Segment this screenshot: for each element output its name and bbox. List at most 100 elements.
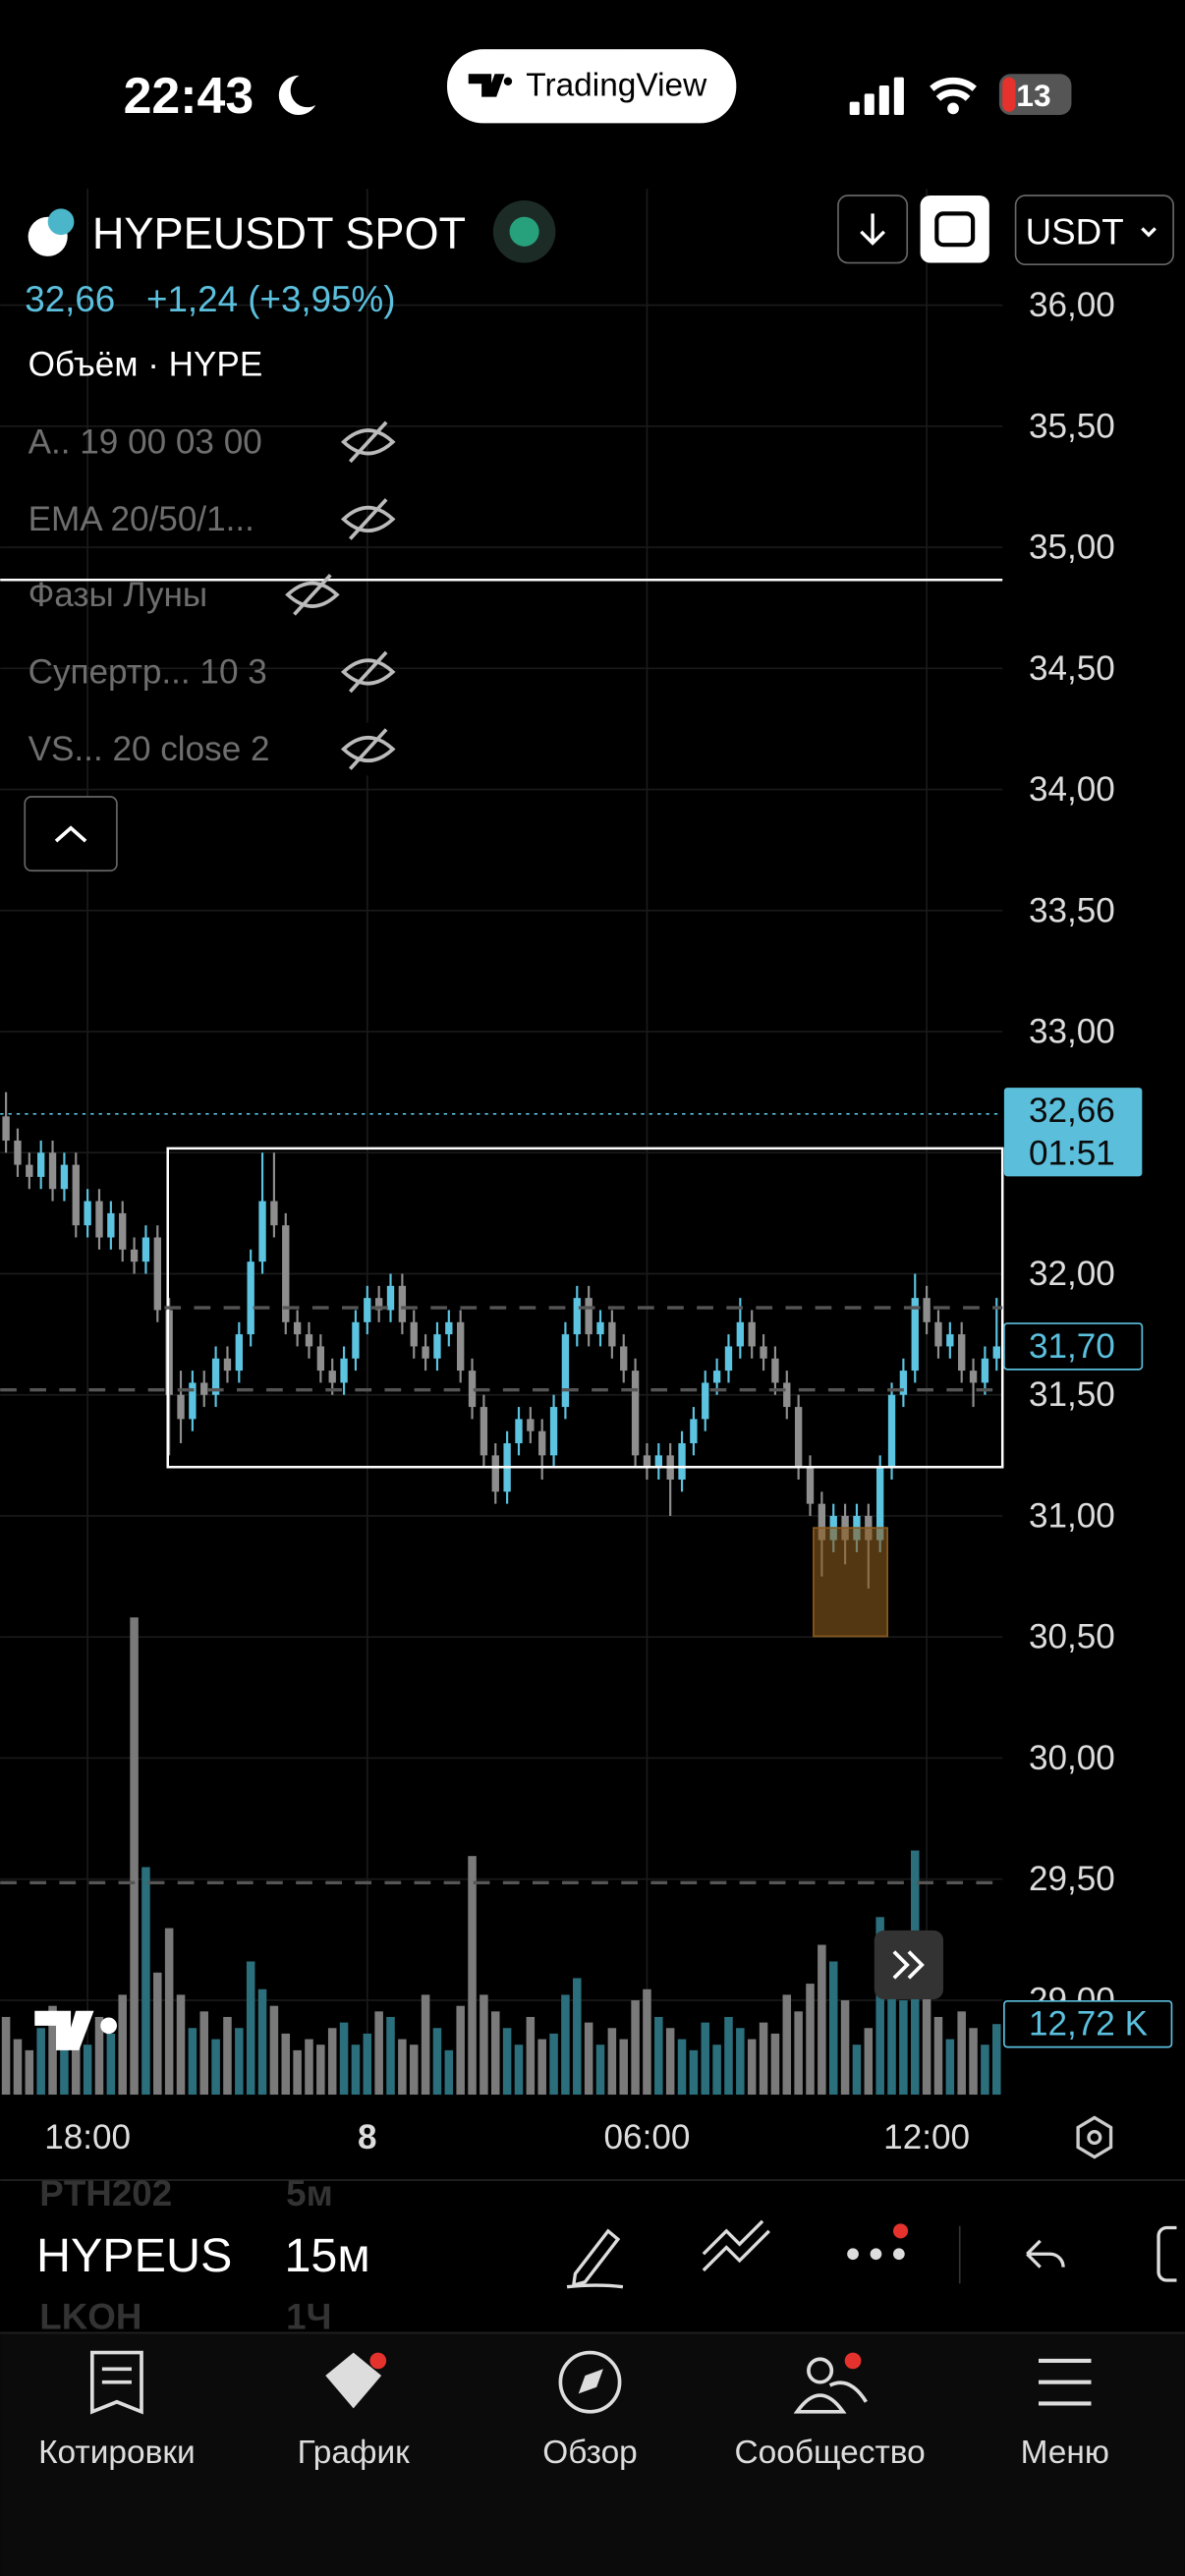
toolbar-interval[interactable]: 15м — [284, 2229, 369, 2282]
candle-body — [690, 1419, 698, 1444]
toolbar-symbol[interactable]: HYPEUS — [36, 2229, 232, 2282]
double-chevron — [892, 1950, 925, 1980]
price-change: +1,24 (+3,95%) — [146, 279, 395, 319]
candle-body — [573, 1298, 581, 1335]
countdown: 01:51 — [1029, 1134, 1115, 1172]
candle-body — [398, 1285, 407, 1322]
last-price-box — [1003, 1088, 1143, 1177]
volume-bar — [25, 2049, 34, 2096]
candle-body — [364, 1298, 371, 1322]
candle-body — [934, 1321, 942, 1347]
watchlist-icon[interactable] — [89, 2350, 143, 2415]
y-tick-label: 35,50 — [1029, 407, 1115, 445]
volume-bar — [480, 1994, 488, 2096]
currency-button[interactable] — [1014, 195, 1174, 266]
volume-bar — [665, 2028, 675, 2096]
y-tick-label: 34,00 — [1029, 770, 1115, 809]
candle-body — [946, 1334, 954, 1347]
volume-bar — [106, 2033, 116, 2096]
volume-bar — [491, 2011, 500, 2096]
indicator[interactable]: VS... 20 close 2 — [28, 730, 270, 768]
ghost-interval: 1Ч — [286, 2296, 331, 2336]
volume-bar — [864, 2028, 874, 2096]
signal-icon — [849, 77, 904, 116]
undo-icon[interactable] — [1026, 2239, 1065, 2268]
nav-label[interactable]: Котировки — [38, 2435, 196, 2471]
candle-body — [654, 1455, 662, 1468]
volume-bar — [83, 2044, 92, 2096]
symbol[interactable]: HYPEUSDT SPOT — [92, 208, 466, 258]
layout-icon — [934, 211, 976, 248]
volume-bar — [933, 2016, 943, 2096]
indicator[interactable]: Фазы Луны — [28, 576, 208, 614]
candle-body — [736, 1321, 745, 1347]
marker-box — [1003, 1322, 1144, 1371]
nav-label[interactable]: Сообщество — [735, 2435, 926, 2471]
app-pill[interactable] — [447, 49, 737, 124]
settings-icon[interactable] — [1076, 2115, 1113, 2159]
compass-needle — [578, 2369, 603, 2394]
candle-body — [748, 1321, 756, 1347]
volume-bar — [619, 2039, 628, 2096]
candle-body — [211, 1358, 220, 1395]
volume-bar — [36, 2028, 45, 2096]
menu-icon[interactable] — [1039, 2358, 1092, 2406]
indicator[interactable]: EMA 20/50/1... — [28, 500, 254, 538]
settings-dot — [1087, 2129, 1102, 2146]
candle-body — [445, 1321, 453, 1335]
volume-bar — [852, 2044, 862, 2096]
volume-bar — [677, 2039, 687, 2096]
fullscreen-icon[interactable] — [1157, 2225, 1177, 2282]
chart-icon[interactable] — [325, 2352, 382, 2409]
nav-label[interactable]: График — [298, 2435, 411, 2471]
y-tick-label: 35,00 — [1029, 529, 1115, 567]
candle-body — [48, 1152, 57, 1190]
candle-body — [374, 1298, 383, 1311]
volume-bar — [689, 2049, 699, 2096]
candle-body — [549, 1407, 558, 1456]
candle-body — [316, 1346, 325, 1372]
candle-body — [923, 1298, 931, 1322]
candle-body — [200, 1382, 208, 1395]
more-icon[interactable] — [847, 2248, 905, 2261]
collapse-button[interactable] — [24, 796, 118, 872]
chevron-up — [54, 825, 87, 843]
candle-body — [14, 1140, 22, 1165]
x-tick-label: 8 — [358, 2118, 377, 2156]
volume-bar — [818, 1944, 826, 2096]
candle-body — [585, 1298, 592, 1335]
candle-body — [189, 1382, 197, 1420]
candle-body — [608, 1321, 616, 1347]
community-icon[interactable] — [807, 2357, 834, 2384]
candle-body — [270, 1201, 278, 1226]
layout-button[interactable] — [920, 195, 989, 263]
nav-label[interactable]: Меню — [1021, 2435, 1109, 2471]
indicator[interactable]: A.. 19 00 03 00 — [28, 422, 262, 461]
candle-body — [724, 1346, 733, 1372]
ghost-interval: 5м — [286, 2173, 333, 2213]
volume-bar — [782, 1994, 792, 2096]
draw-icon[interactable] — [566, 2228, 624, 2289]
candle-body — [678, 1443, 686, 1481]
candle-body — [887, 1394, 896, 1468]
candle-body — [2, 1116, 10, 1141]
y-tick-label: 36,00 — [1029, 286, 1115, 324]
price-labels: 29,0029,5030,0030,5031,0031,5032,0032,50… — [44, 286, 1173, 2156]
nav-label[interactable]: Обзор — [542, 2435, 638, 2471]
indicator[interactable]: Супертр... 10 3 — [28, 652, 267, 691]
candle-body — [911, 1298, 919, 1372]
volume-bar — [398, 2039, 407, 2096]
volume-bar — [981, 2044, 989, 2096]
battery-text: 13 — [1016, 78, 1050, 113]
volume-bar — [514, 2044, 524, 2096]
volume-bar — [188, 2028, 198, 2096]
explore-icon[interactable] — [558, 2350, 622, 2414]
volume-bar — [701, 2022, 710, 2096]
candle-body — [410, 1321, 418, 1347]
volume-bar — [374, 2011, 383, 2096]
candle-body — [643, 1455, 651, 1468]
lines-icon[interactable] — [702, 2219, 770, 2272]
y-tick-label: 30,00 — [1029, 1739, 1115, 1777]
volume-bar — [631, 2000, 640, 2096]
